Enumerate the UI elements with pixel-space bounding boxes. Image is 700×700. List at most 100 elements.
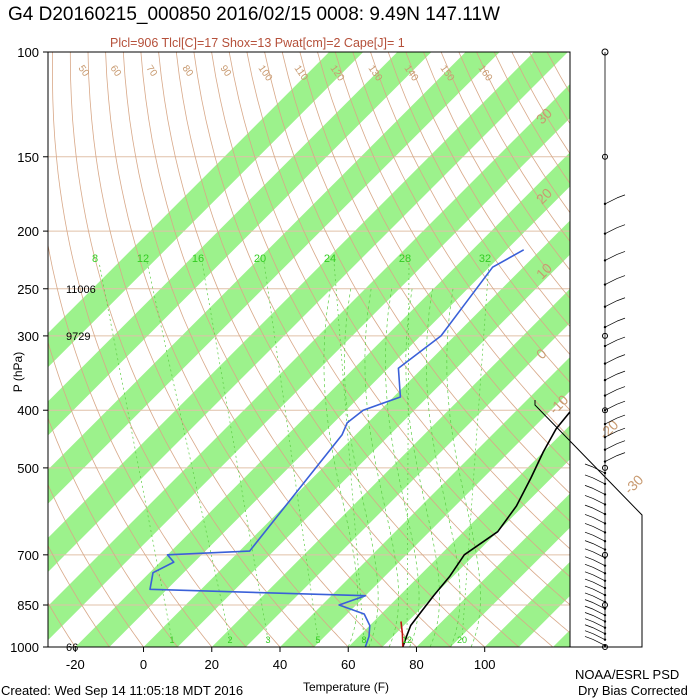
- dry-adiabat-line: [87, 52, 349, 647]
- dry-adiabat-line: [69, 52, 315, 647]
- wind-barb: [592, 595, 606, 603]
- wind-barb-flag: [584, 585, 594, 590]
- wind-barb: [604, 254, 618, 261]
- wind-station-marker: [602, 153, 608, 160]
- dry-adiabat-line: [317, 52, 570, 467]
- mixing-ratio-line: [201, 261, 269, 641]
- wind-barb-flag: [584, 592, 594, 597]
- wind-barb-flag: [616, 297, 626, 302]
- dry-adiabat-line: [48, 340, 213, 647]
- wind-barb: [604, 357, 618, 364]
- dry-adiabat-line: [281, 52, 570, 522]
- mixing-ratio-label: 2: [227, 635, 232, 645]
- wind-barb-flag: [616, 440, 626, 445]
- wind-station-marker: [602, 464, 608, 471]
- wind-barb: [592, 559, 606, 566]
- wind-barb: [592, 551, 606, 559]
- mixing-ratio-label: 28: [399, 253, 411, 265]
- pressure-tick-label: 1000: [10, 640, 39, 655]
- wind-barb-flag: [584, 605, 594, 610]
- dry-adiabat-line: [193, 52, 554, 647]
- wind-barb: [592, 608, 606, 616]
- wind-barb: [604, 227, 618, 234]
- isotherm-band: [75, 152, 570, 647]
- pressure-tick-label: 300: [17, 329, 39, 344]
- dry-adiabat-line: [405, 52, 570, 328]
- wind-barb-flag: [584, 624, 594, 629]
- wind-barb-flag: [616, 275, 626, 279]
- created-timestamp: Created: Wed Sep 14 11:05:18 MDT 2016: [1, 683, 244, 698]
- wind-barb: [592, 588, 606, 596]
- isotherm-band: [348, 425, 570, 647]
- wind-barb-flag: [584, 636, 594, 640]
- height-label: 11006: [66, 284, 96, 296]
- wind-barb-flag: [616, 336, 626, 341]
- wind-barb-flag: [584, 618, 594, 623]
- pressure-tick-label: 150: [17, 150, 39, 165]
- wind-barb-flag: [584, 504, 594, 509]
- wind-barb-flag: [584, 548, 594, 553]
- isotherm-label: -30: [621, 471, 647, 497]
- isotherm-band: [416, 493, 570, 647]
- dry-adiabat-line: [440, 52, 570, 271]
- parcel-profile: [400, 621, 404, 647]
- pressure-tick-label: 400: [17, 403, 39, 418]
- wind-barb-flag: [616, 452, 626, 456]
- mixing-ratio-line: [98, 261, 173, 641]
- dry-adiabat-line: [211, 52, 570, 634]
- mixing-ratio-label: 8: [361, 635, 366, 645]
- dry-adiabat-line: [48, 417, 178, 647]
- wind-station-marker: [602, 407, 608, 414]
- wind-barb-flag: [616, 354, 626, 358]
- wind-barb: [604, 197, 618, 205]
- wind-barb: [604, 339, 618, 347]
- wind-barb-flag: [616, 400, 626, 405]
- dry-adiabat-label: 60: [108, 63, 124, 79]
- pressure-tick-label: 700: [17, 548, 39, 563]
- pressure-tick-label: 850: [17, 598, 39, 613]
- temperature-tick-label: 0: [140, 657, 147, 672]
- isotherm-band: [48, 52, 568, 572]
- isotherm-band: [484, 561, 570, 647]
- dry-adiabat-line: [352, 52, 570, 411]
- mixing-ratio-label: 20: [254, 253, 266, 265]
- wind-barb: [604, 278, 618, 285]
- isotherm-band: [552, 629, 570, 647]
- height-label: 66: [66, 642, 78, 654]
- wind-barb-flag: [584, 531, 594, 536]
- wind-barb: [604, 389, 618, 396]
- wind-barb: [592, 633, 606, 640]
- temperature-tick-label: 100: [474, 657, 496, 672]
- mixing-ratio-label: 24: [324, 253, 336, 265]
- temperature-profile: [402, 410, 570, 647]
- credit-line-2: Dry Bias Corrected: [578, 683, 688, 698]
- wind-barb-flag: [584, 485, 594, 489]
- dry-adiabat-label: 70: [144, 63, 160, 79]
- dry-adiabat-line: [48, 243, 247, 647]
- mixing-ratio-label: 12: [137, 253, 149, 265]
- wind-barb: [592, 498, 606, 505]
- mixing-ratio-line: [461, 261, 490, 641]
- mixing-ratio-label: 32: [479, 253, 491, 265]
- chart-subtitle: Plcl=906 Tlcl[C]=17 Shox=13 Pwat[cm]=2 C…: [110, 36, 405, 50]
- pressure-tick-label: 500: [17, 461, 39, 476]
- mixing-ratio-label: 5: [315, 635, 320, 645]
- mixing-ratio-line: [333, 261, 365, 641]
- wind-barb: [592, 574, 606, 582]
- wind-barb-flag: [584, 630, 594, 634]
- wind-barb-flag: [616, 224, 626, 229]
- wind-barb-flag: [584, 571, 594, 576]
- dewpoint-profile: [149, 249, 525, 647]
- mixing-ratio-line: [263, 261, 319, 641]
- dry-adiabat-line: [48, 544, 110, 647]
- wind-barb-flag: [584, 612, 594, 616]
- wind-barb-flag: [584, 523, 594, 527]
- wind-barb-flag: [616, 317, 626, 322]
- wind-barb: [604, 403, 618, 411]
- wind-barb: [592, 526, 606, 533]
- mixing-ratio-label: 3: [265, 635, 270, 645]
- y-axis-label: P (hPa): [11, 351, 26, 393]
- temperature-tick-label: -20: [66, 657, 85, 672]
- pressure-tick-label: 250: [17, 282, 39, 297]
